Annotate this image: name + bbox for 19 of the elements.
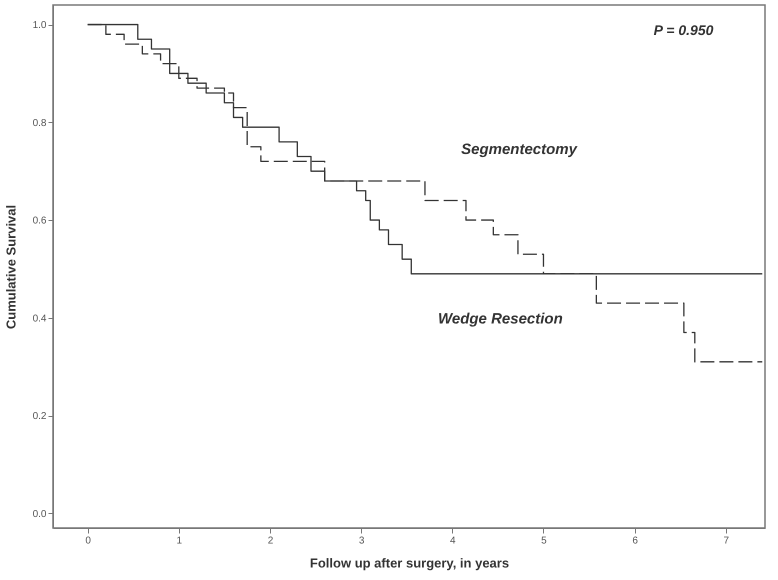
x-tick-label: 1 bbox=[176, 536, 183, 546]
x-tick-label: 0 bbox=[85, 536, 92, 546]
x-tick-label: 5 bbox=[541, 536, 548, 546]
y-tick-label: 0.8 bbox=[32, 118, 47, 129]
x-tick-label: 7 bbox=[724, 536, 730, 546]
y-axis-title: Cumulative Survival bbox=[4, 204, 19, 330]
y-tick-label: 0.0 bbox=[32, 508, 47, 520]
x-tick-label: 4 bbox=[450, 536, 456, 546]
y-tick-label: 0.2 bbox=[32, 411, 47, 422]
y-tick-label: 0.6 bbox=[32, 216, 47, 227]
x-axis-title: Follow up after surgery, in years bbox=[310, 556, 510, 570]
y-tick-label: 0.4 bbox=[32, 313, 47, 324]
annotation: P = 0.950 bbox=[654, 22, 714, 38]
text: Segmentectomy bbox=[461, 140, 578, 158]
x-tick-label: 6 bbox=[632, 536, 638, 546]
x-tick-label: 2 bbox=[268, 536, 274, 546]
text: Wedge Resection bbox=[438, 310, 563, 328]
x-tick-label: 3 bbox=[358, 536, 365, 546]
y-tick-label: 1.0 bbox=[32, 20, 47, 32]
